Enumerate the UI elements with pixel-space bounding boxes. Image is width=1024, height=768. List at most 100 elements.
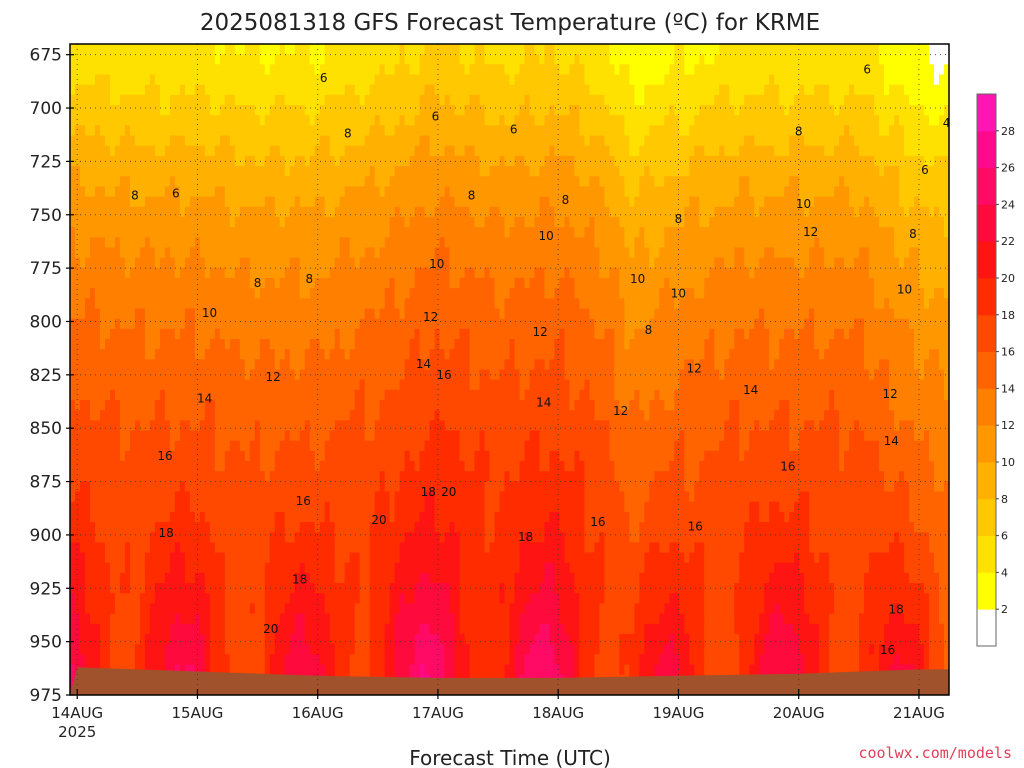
temperature-cell [259,135,266,147]
temperature-cell [434,338,441,350]
temperature-cell [89,481,96,493]
temperature-cell [209,84,216,96]
temperature-cell [114,450,121,462]
temperature-cell [229,145,236,157]
temperature-cell [419,522,426,533]
temperature-cell [339,400,346,411]
temperature-cell [169,94,176,106]
temperature-cell [79,247,86,259]
temperature-cell [249,318,256,330]
temperature-cell [79,379,86,391]
temperature-cell [409,410,416,421]
temperature-cell [434,64,441,76]
temperature-cell [144,654,151,666]
temperature-cell [444,166,451,177]
temperature-cell [184,633,191,645]
temperature-cell [384,84,391,96]
temperature-cell [384,410,391,421]
temperature-cell [369,247,376,259]
temperature-cell [114,623,121,635]
temperature-cell [429,389,436,401]
temperature-cell [209,491,216,503]
temperature-cell [124,644,131,655]
temperature-cell [249,237,256,249]
temperature-cell [84,359,91,371]
temperature-cell [199,572,206,584]
temperature-cell [274,522,281,533]
temperature-cell [259,430,266,442]
temperature-cell [124,450,131,462]
temperature-cell [144,206,151,218]
temperature-cell [204,379,211,391]
temperature-cell [70,227,76,238]
temperature-cell [149,420,156,432]
temperature-cell [374,501,381,513]
temperature-cell [209,115,216,126]
temperature-cell [299,318,306,330]
temperature-cell [229,196,236,208]
temperature-cell [199,145,206,157]
temperature-cell [224,572,231,584]
temperature-cell [129,389,136,401]
temperature-cell [119,654,126,666]
temperature-cell [454,135,461,147]
temperature-cell [109,267,116,279]
temperature-cell [189,247,196,259]
temperature-cell [394,613,401,625]
temperature-cell [284,522,291,533]
temperature-cell [70,135,76,147]
temperature-cell [244,400,251,411]
temperature-cell [399,461,406,472]
temperature-cell [379,410,386,421]
temperature-cell [229,318,236,330]
temperature-cell [279,349,286,360]
temperature-cell [454,522,461,533]
temperature-cell [74,206,81,218]
temperature-cell [99,389,106,401]
temperature-cell [234,166,241,177]
temperature-cell [309,532,316,544]
temperature-cell [204,94,211,106]
temperature-cell [429,176,436,187]
temperature-cell [234,257,241,269]
temperature-cell [259,145,266,157]
temperature-cell [284,420,291,432]
temperature-cell [70,145,76,157]
temperature-cell [134,583,141,594]
temperature-cell [289,583,296,594]
temperature-cell [79,644,86,655]
temperature-cell [219,389,226,401]
temperature-cell [314,572,321,584]
temperature-cell [134,410,141,421]
temperature-cell [444,359,451,371]
temperature-cell [159,471,166,482]
temperature-cell [184,115,191,126]
temperature-cell [359,552,366,564]
temperature-cell [259,379,266,391]
temperature-cell [129,633,136,645]
temperature-cell [369,522,376,533]
temperature-cell [394,430,401,442]
temperature-cell [244,288,251,299]
temperature-cell [124,613,131,625]
temperature-cell [319,105,326,116]
temperature-cell [199,359,206,371]
temperature-cell [414,501,421,513]
temperature-cell [159,613,166,625]
temperature-cell [369,603,376,615]
temperature-cell [214,186,221,198]
temperature-cell [99,603,106,615]
temperature-cell [304,420,311,432]
temperature-cell [439,633,446,645]
temperature-cell [104,237,111,249]
temperature-cell [174,654,181,666]
temperature-cell [164,166,171,177]
temperature-cell [179,613,186,625]
temperature-cell [194,410,201,421]
temperature-cell [159,105,166,116]
temperature-cell [454,267,461,279]
temperature-cell [129,572,136,584]
temperature-cell [144,216,151,228]
temperature-cell [309,64,316,76]
temperature-cell [159,389,166,401]
